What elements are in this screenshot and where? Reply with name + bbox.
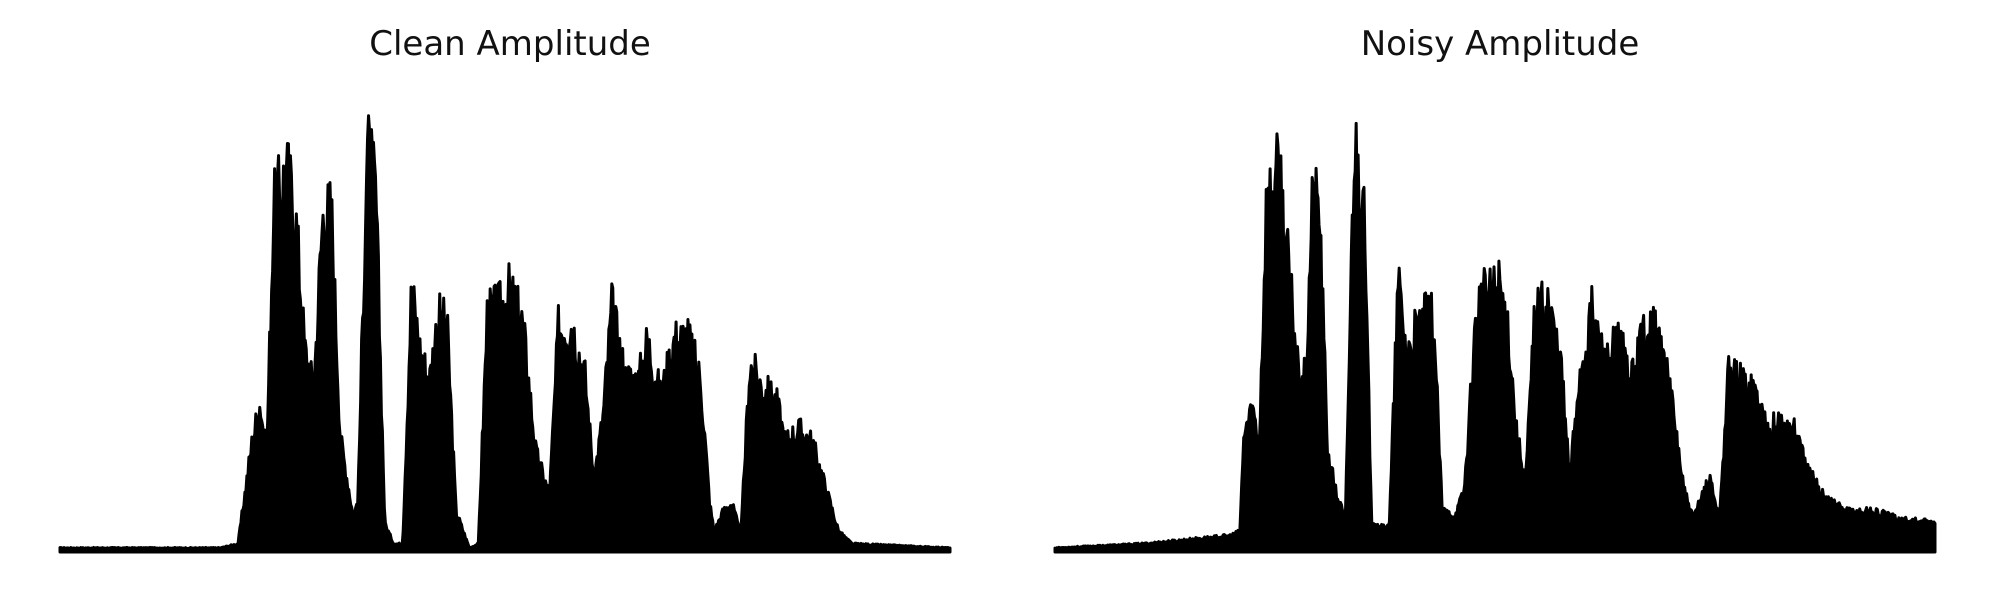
clean-amplitude-title: Clean Amplitude (369, 24, 651, 64)
clean-amplitude-plot (58, 114, 952, 554)
clean-amplitude-panel: Clean Amplitude (58, 0, 960, 600)
amplitude-waveform (58, 114, 952, 554)
noisy-amplitude-panel: Noisy Amplitude (1053, 0, 1945, 600)
noisy-amplitude-title: Noisy Amplitude (1360, 24, 1640, 64)
amplitude-waveform (1053, 121, 1937, 554)
noisy-amplitude-plot (1053, 121, 1937, 554)
